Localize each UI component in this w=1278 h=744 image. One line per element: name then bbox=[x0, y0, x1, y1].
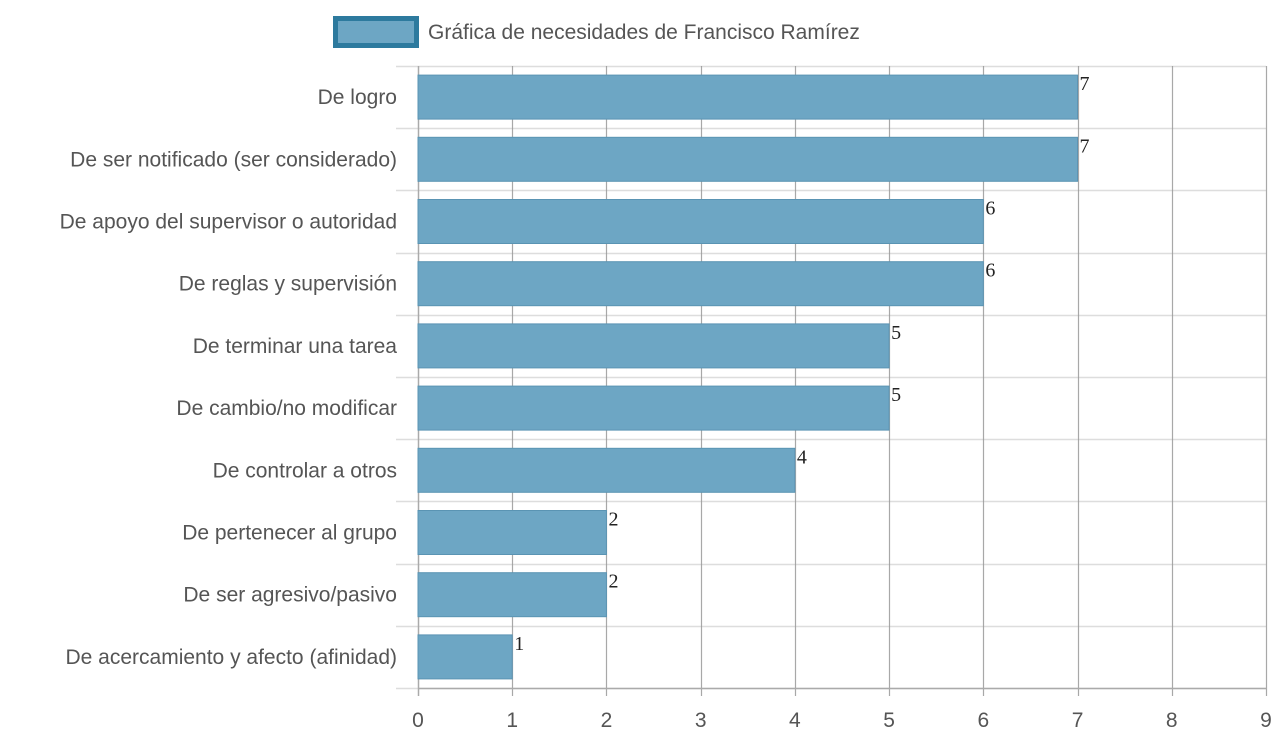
x-tick-label: 3 bbox=[695, 709, 707, 732]
data-label: 7 bbox=[1080, 73, 1090, 95]
data-label: 6 bbox=[985, 198, 995, 220]
x-axis-ticks: 0 1 2 3 4 5 6 7 8 9 bbox=[412, 709, 1272, 732]
x-tick-label: 6 bbox=[977, 709, 989, 732]
x-tick-label: 8 bbox=[1166, 709, 1178, 732]
bar[interactable] bbox=[417, 136, 1079, 182]
data-label: 5 bbox=[891, 384, 901, 406]
data-label: 2 bbox=[608, 509, 618, 531]
bar[interactable] bbox=[417, 447, 796, 493]
data-label: 4 bbox=[797, 446, 807, 468]
category-label: De pertenecer al grupo bbox=[182, 522, 397, 545]
category-label: De reglas y supervisión bbox=[179, 273, 397, 296]
legend-series-name: Gráfica de necesidades de Francisco Ramí… bbox=[428, 21, 860, 44]
bars-group bbox=[417, 74, 1079, 680]
category-label: De terminar una tarea bbox=[193, 335, 398, 358]
x-tick-label: 1 bbox=[506, 709, 518, 732]
data-label: 1 bbox=[514, 633, 524, 655]
data-label: 7 bbox=[1080, 135, 1090, 157]
bar[interactable] bbox=[417, 323, 890, 369]
bar[interactable] bbox=[417, 261, 984, 307]
data-label: 6 bbox=[985, 260, 995, 282]
x-tick-label: 2 bbox=[601, 709, 613, 732]
bar[interactable] bbox=[417, 199, 984, 244]
legend-swatch bbox=[333, 16, 419, 48]
bar[interactable] bbox=[417, 572, 607, 618]
category-labels: De logro De ser notificado (ser considera… bbox=[60, 86, 398, 669]
x-tick-label: 4 bbox=[789, 709, 801, 732]
x-tick-label: 9 bbox=[1260, 709, 1272, 732]
bar[interactable] bbox=[417, 510, 607, 555]
data-label: 2 bbox=[608, 571, 618, 593]
data-label: 5 bbox=[891, 322, 901, 344]
category-label: De ser notificado (ser considerado) bbox=[70, 148, 397, 171]
category-label: De controlar a otros bbox=[213, 459, 397, 482]
x-tick-label: 7 bbox=[1072, 709, 1084, 732]
x-tick-label: 5 bbox=[883, 709, 895, 732]
category-label: De logro bbox=[318, 86, 397, 109]
bar[interactable] bbox=[417, 385, 890, 431]
category-label: De apoyo del supervisor o autoridad bbox=[60, 211, 397, 234]
bar[interactable] bbox=[417, 74, 1079, 120]
category-label: De acercamiento y afecto (afinidad) bbox=[66, 646, 398, 669]
x-tick-label: 0 bbox=[412, 709, 424, 732]
category-label: De cambio/no modificar bbox=[176, 397, 397, 420]
data-labels: 7 7 6 6 5 5 4 2 2 1 bbox=[514, 73, 1089, 655]
bar[interactable] bbox=[417, 634, 513, 680]
category-label: De ser agresivo/pasivo bbox=[183, 584, 397, 607]
chart-legend[interactable]: Gráfica de necesidades de Francisco Ramí… bbox=[333, 16, 860, 48]
